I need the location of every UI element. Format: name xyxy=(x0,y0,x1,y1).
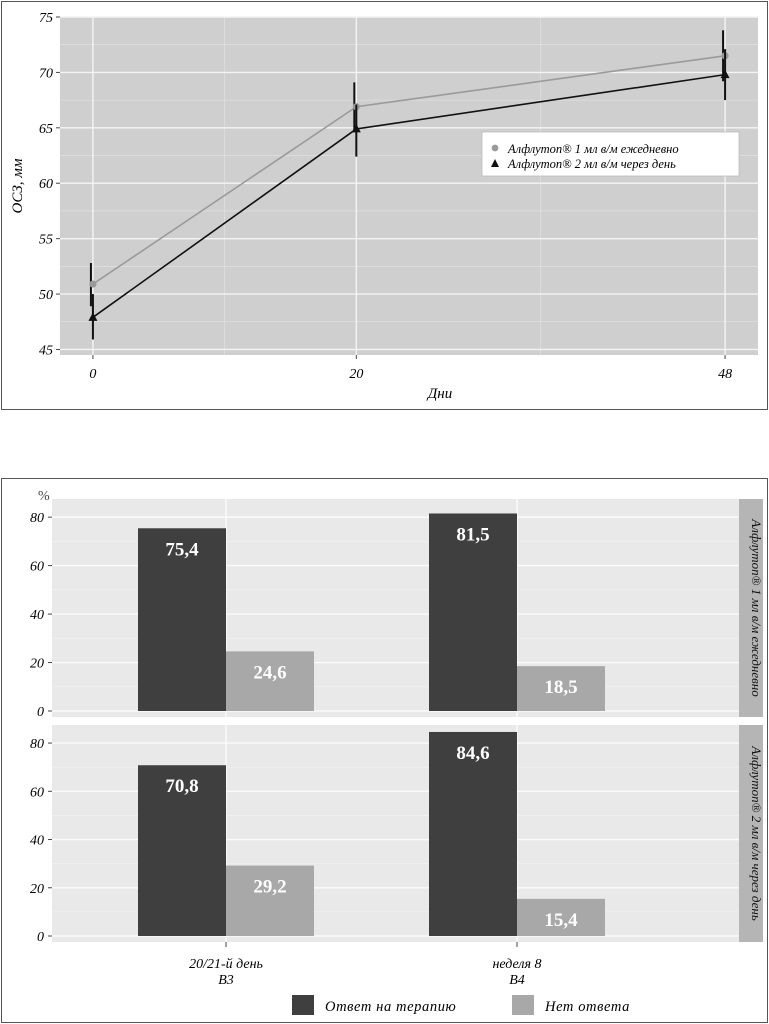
y-tick-label: 20 xyxy=(30,657,44,672)
legend-label-series-2: Алфлутоп® 2 мл в/м через день xyxy=(507,157,676,171)
legend-swatch-no-response xyxy=(512,995,534,1015)
x-tick-label: 20/21-й день xyxy=(189,957,263,972)
legend: Алфлутоп® 1 мл в/м ежедневно Алфлутоп® 2… xyxy=(481,131,740,177)
bar-chart-frame: % 0 20 40 60 80 75,4 81,5 24,6 18,5 Алфлутоп® 1 м… xyxy=(1,478,768,1023)
legend-label-no-response: Нет ответа xyxy=(544,999,630,1015)
bar-data-label: 29,2 xyxy=(253,877,286,898)
x-tick-label: В4 xyxy=(509,973,525,988)
bar-data-label: 70,8 xyxy=(165,776,198,797)
data-point-circle xyxy=(89,280,97,288)
grid-lines xyxy=(60,16,758,355)
bar-response xyxy=(138,528,226,711)
y-axis-label: ОСЗ, мм xyxy=(10,158,26,213)
y-tick-label: 75 xyxy=(39,11,53,26)
facet-panels: 0 20 40 60 80 75,4 81,5 24,6 18,5 Алфлутоп® 1 мл … xyxy=(30,499,764,945)
plot-panel-background xyxy=(60,17,758,355)
legend: Ответ на терапию Нет ответа xyxy=(292,995,630,1015)
y-tick-label: 50 xyxy=(39,288,53,303)
line-chart: 45 50 55 60 65 70 75 0 20 48 Дни ОСЗ, мм Алфлуто… xyxy=(10,11,758,402)
y-tick-label: 45 xyxy=(39,343,53,358)
y-tick-label: 80 xyxy=(30,737,44,752)
bar-data-label: 24,6 xyxy=(253,662,286,683)
bar-chart: % 0 20 40 60 80 75,4 81,5 24,6 18,5 Алфлутоп® 1 м… xyxy=(30,489,764,1015)
legend-circle-marker xyxy=(491,144,499,152)
bar-data-label: 18,5 xyxy=(544,677,577,698)
x-tick-label: 20 xyxy=(349,367,363,382)
bar-response xyxy=(138,765,226,936)
bar-data-label: 81,5 xyxy=(456,524,489,545)
x-tick-label: В3 xyxy=(218,973,234,988)
x-tick-label: 48 xyxy=(718,367,732,382)
facet-strip xyxy=(739,499,763,717)
legend-swatch-response xyxy=(292,995,314,1015)
y-tick-label: 80 xyxy=(30,511,44,526)
y-tick-label: 70 xyxy=(39,66,53,81)
legend-label-series-1: Алфлутоп® 1 мл в/м ежедневно xyxy=(507,142,679,156)
bar-response xyxy=(429,513,517,711)
series-layer xyxy=(88,30,730,340)
data-point-triangle xyxy=(720,69,730,79)
y-tick-label: 40 xyxy=(30,834,44,849)
y-axis-label: % xyxy=(38,489,50,504)
y-tick-label: 40 xyxy=(30,608,44,623)
facet-strip-label: Алфлутоп® 2 мл в/м через день xyxy=(749,745,764,921)
y-tick-label: 60 xyxy=(30,785,44,800)
x-tick-label: 0 xyxy=(89,367,96,382)
facet-strip xyxy=(739,725,763,942)
bar-data-label: 15,4 xyxy=(544,910,578,931)
legend-label-response: Ответ на терапию xyxy=(325,999,456,1015)
legend-triangle-marker xyxy=(491,159,499,167)
x-tick-label: неделя 8 xyxy=(492,957,541,972)
y-tick-label: 0 xyxy=(37,705,44,720)
data-point-triangle xyxy=(351,123,361,133)
data-point-triangle xyxy=(88,312,98,321)
bar-no-response xyxy=(517,898,605,936)
y-tick-label: 65 xyxy=(39,122,53,137)
bar-no-response xyxy=(517,666,605,711)
y-tick-label: 60 xyxy=(30,560,44,575)
line-chart-frame: 45 50 55 60 65 70 75 0 20 48 Дни ОСЗ, мм Алфлуто… xyxy=(1,1,768,410)
y-tick-label: 20 xyxy=(30,882,44,897)
y-tick-labels: 45 50 55 60 65 70 75 xyxy=(39,11,60,358)
bar-data-label: 84,6 xyxy=(456,743,489,764)
bar-no-response xyxy=(226,651,314,711)
bar-response xyxy=(429,731,517,936)
facet-strip-label: Алфлутоп® 1 мл в/м ежедневно xyxy=(749,518,764,697)
x-axis-label: Дни xyxy=(426,386,453,402)
bar-no-response xyxy=(226,865,314,936)
y-tick-label: 55 xyxy=(39,233,53,248)
bar-data-label: 75,4 xyxy=(165,539,199,560)
y-tick-label: 60 xyxy=(39,177,53,192)
x-tick-labels: 0 20 48 xyxy=(89,355,732,382)
legend-box xyxy=(481,131,740,177)
y-tick-label: 0 xyxy=(37,930,44,945)
